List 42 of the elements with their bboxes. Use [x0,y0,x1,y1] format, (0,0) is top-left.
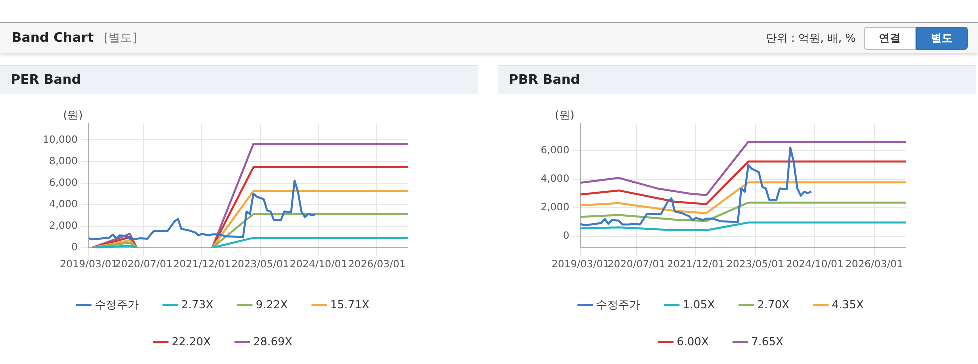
text: 별도 [916,26,968,50]
y-axis-title: (원) [555,108,575,122]
legend-label: 수정주가 [596,298,640,312]
x-tick-label: 2021/12/01 [173,260,232,271]
y-tick-label: 2,000 [49,221,78,232]
legend-label: 9.22X [256,298,288,312]
y-tick-label: 8,000 [49,156,78,168]
y-axis-title: (원) [63,108,83,122]
y-tick-label: 4,000 [49,199,78,210]
x-tick-label: 2020/07/01 [115,260,173,271]
x-tick-label: 2020/07/01 [608,260,666,271]
legend-label: 15.71X [330,298,370,312]
y-tick-label: 2,000 [540,202,570,214]
x-tick-label: 2021/12/01 [667,260,725,271]
x-tick-label: 2023/05/01 [726,260,784,271]
legend-label: 28.69X [254,335,293,348]
text: [별도] [104,30,138,46]
legend-label: 1.05X [682,298,716,312]
y-tick-label: 0 [563,231,570,242]
legend-label: 7.65X [752,335,784,348]
text: Band Chart [12,30,94,46]
x-tick-label: 2024/10/01 [786,260,844,271]
y-tick-label: 6,000 [49,178,78,189]
legend-label: 2.73X [181,298,214,312]
legend-label: 2.70X [757,298,790,312]
text: 단위 : 억원, 배, % [766,30,856,46]
chart-title: PER Band [0,65,478,94]
chart-title: PBR Band [498,65,976,94]
x-tick-label: 2024/10/01 [290,260,348,271]
legend-label: 6.00X [676,335,710,348]
legend-label: 수정주가 [94,298,139,312]
text: 연결 [864,26,916,50]
y-tick-label: 4,000 [540,174,570,186]
y-tick-label: 0 [72,242,78,254]
x-tick-label: 2023/05/01 [232,260,290,271]
x-tick-label: 2026/03/01 [348,260,406,271]
y-tick-label: 10,000 [42,134,78,146]
x-tick-label: 2026/03/01 [846,260,904,271]
y-tick-label: 6,000 [540,146,570,157]
legend-label: 22.20X [172,335,212,348]
legend-label: 4.35X [832,298,865,312]
x-tick-label: 2019/03/01 [552,260,610,271]
